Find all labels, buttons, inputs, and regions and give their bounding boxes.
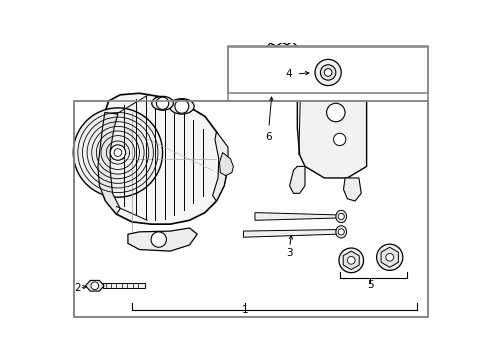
Circle shape	[377, 244, 403, 270]
Text: 6: 6	[266, 132, 272, 142]
Polygon shape	[86, 280, 104, 291]
Polygon shape	[381, 247, 398, 267]
Bar	[74, 101, 428, 316]
Polygon shape	[98, 93, 228, 224]
Ellipse shape	[152, 96, 173, 110]
Polygon shape	[343, 178, 361, 201]
Circle shape	[324, 69, 332, 76]
Bar	[74, 101, 428, 316]
Circle shape	[334, 133, 346, 145]
Circle shape	[386, 253, 393, 261]
Bar	[228, 45, 428, 93]
Ellipse shape	[336, 226, 346, 238]
Circle shape	[114, 149, 122, 156]
Text: 1: 1	[242, 305, 248, 315]
Bar	[228, 47, 428, 101]
Circle shape	[151, 232, 167, 247]
Polygon shape	[297, 57, 367, 178]
Polygon shape	[98, 112, 120, 214]
Circle shape	[315, 59, 341, 86]
Text: 2: 2	[74, 283, 81, 293]
Polygon shape	[128, 228, 197, 251]
Text: 3: 3	[286, 248, 293, 258]
Polygon shape	[244, 230, 338, 237]
Circle shape	[326, 103, 345, 122]
Circle shape	[339, 248, 364, 273]
Circle shape	[338, 213, 344, 220]
Text: 4: 4	[286, 69, 292, 79]
Circle shape	[320, 65, 336, 80]
Ellipse shape	[170, 99, 194, 114]
Polygon shape	[213, 132, 228, 201]
Circle shape	[175, 99, 189, 113]
Polygon shape	[255, 213, 338, 220]
Polygon shape	[102, 283, 145, 288]
Text: 5: 5	[367, 280, 374, 290]
Circle shape	[73, 108, 163, 197]
Polygon shape	[263, 57, 301, 99]
Circle shape	[156, 97, 169, 109]
Polygon shape	[220, 153, 233, 176]
Polygon shape	[267, 47, 367, 89]
Circle shape	[347, 256, 355, 264]
Circle shape	[91, 282, 98, 289]
Polygon shape	[343, 251, 359, 270]
Circle shape	[110, 145, 125, 160]
Polygon shape	[290, 166, 305, 193]
Ellipse shape	[336, 210, 346, 222]
Circle shape	[338, 229, 344, 235]
